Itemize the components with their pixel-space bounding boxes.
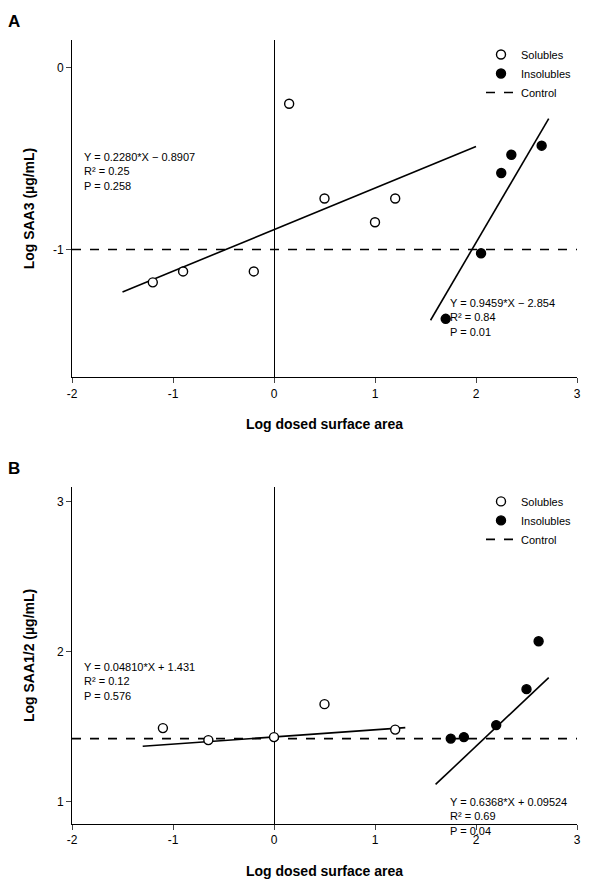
- svg-text:-1: -1: [168, 833, 179, 847]
- svg-text:-1: -1: [168, 387, 179, 401]
- svg-text:1: 1: [372, 387, 379, 401]
- svg-text:Log dosed surface area: Log dosed surface area: [246, 416, 403, 432]
- svg-text:Log dosed surface area: Log dosed surface area: [246, 863, 403, 879]
- svg-text:1: 1: [57, 795, 64, 809]
- svg-text:Insolubles: Insolubles: [521, 515, 571, 527]
- svg-text:Y = 0.04810*X + 1.431R² = 0.12: Y = 0.04810*X + 1.431R² = 0.12P = 0.576: [84, 661, 195, 702]
- svg-text:B: B: [8, 459, 20, 478]
- svg-text:Solubles: Solubles: [521, 49, 564, 61]
- svg-text:Y = 0.2280*X − 0.8907R² = 0.25: Y = 0.2280*X − 0.8907R² = 0.25P = 0.258: [84, 151, 195, 192]
- svg-text:Log SAA3 (µg/mL): Log SAA3 (µg/mL): [21, 148, 37, 270]
- svg-text:3: 3: [574, 387, 581, 401]
- svg-text:-1: -1: [53, 243, 64, 257]
- svg-text:1: 1: [372, 833, 379, 847]
- svg-text:0: 0: [271, 833, 278, 847]
- svg-text:Y = 0.6368*X + 0.09524R² = 0.6: Y = 0.6368*X + 0.09524R² = 0.69P = 0.04: [450, 796, 567, 837]
- svg-text:-2: -2: [67, 833, 78, 847]
- svg-text:2: 2: [473, 387, 480, 401]
- svg-text:3: 3: [57, 495, 64, 509]
- svg-text:2: 2: [473, 833, 480, 847]
- svg-text:3: 3: [574, 833, 581, 847]
- svg-text:-2: -2: [67, 387, 78, 401]
- svg-text:2: 2: [57, 645, 64, 659]
- svg-text:Insolubles: Insolubles: [521, 68, 571, 80]
- svg-text:Y = 0.9459*X − 2.854R² = 0.84P: Y = 0.9459*X − 2.854R² = 0.84P = 0.01: [450, 297, 555, 338]
- svg-text:0: 0: [271, 387, 278, 401]
- svg-text:Solubles: Solubles: [521, 496, 564, 508]
- svg-text:0: 0: [57, 61, 64, 75]
- svg-text:Control: Control: [521, 87, 556, 99]
- svg-text:Log SAA1/2 (µg/mL): Log SAA1/2 (µg/mL): [21, 589, 37, 722]
- svg-text:A: A: [8, 12, 20, 31]
- svg-text:Control: Control: [521, 534, 556, 546]
